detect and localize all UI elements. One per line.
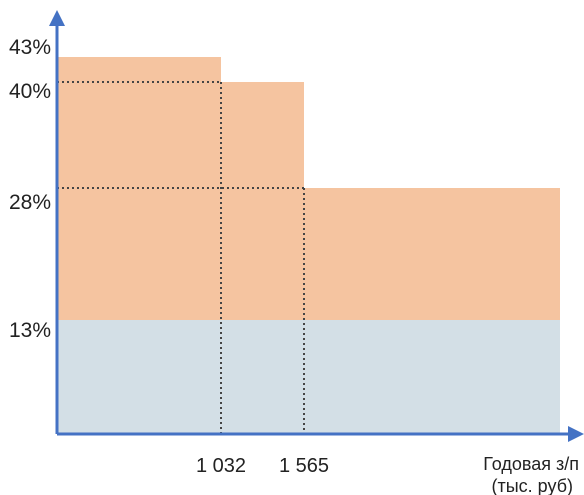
y-tick-label-40: 40%	[9, 80, 51, 103]
x-axis-arrow	[568, 426, 584, 442]
y-tick-label-43: 43%	[9, 36, 51, 59]
bar-step-2	[221, 82, 304, 320]
bar-base-rate	[57, 320, 560, 434]
axes-layer	[49, 10, 584, 442]
x-axis-label-line-1: Годовая з/п	[483, 454, 579, 474]
y-axis-arrow	[49, 10, 65, 26]
guide-lines-layer	[57, 81, 305, 434]
y-tick-label-13: 13%	[9, 319, 51, 342]
bars-layer	[57, 57, 560, 434]
x-tick-label-2: 1 565	[279, 455, 329, 477]
bar-step-3	[304, 188, 560, 320]
x-tick-label-1: 1 032	[196, 455, 246, 477]
y-tick-label-28: 28%	[9, 191, 51, 214]
x-axis-label-line-2: (тыс. руб)	[492, 476, 574, 495]
labels-layer: 13% 28% 40% 43% 1 032 1 565 Годовая з/п (тыс. р…	[9, 36, 579, 495]
